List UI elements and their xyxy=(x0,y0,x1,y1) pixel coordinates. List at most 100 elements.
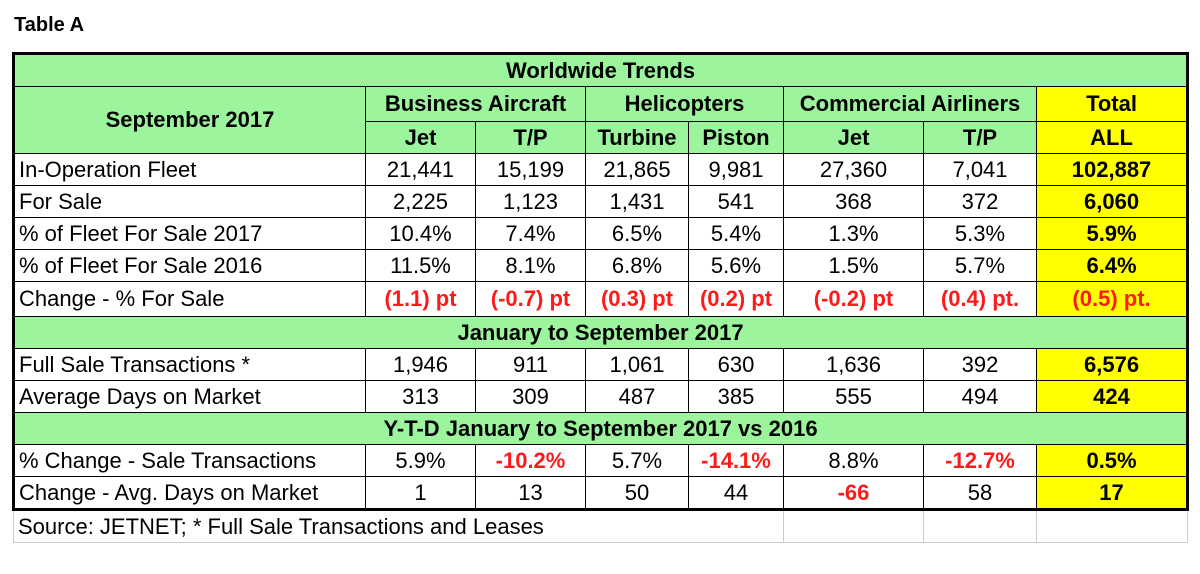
cell: 385 xyxy=(688,380,784,413)
cell: 21,865 xyxy=(585,153,689,186)
total-cell: 6,060 xyxy=(1035,185,1190,218)
cell: 1,061 xyxy=(585,348,689,381)
worldwide-trends-table: Worldwide Trends September 2017 Business… xyxy=(11,52,1190,543)
cell: 5.4% xyxy=(688,217,784,250)
cell: (1.1) pt xyxy=(365,281,476,317)
total-cell: 17 xyxy=(1035,476,1190,511)
cell: (0.2) pt xyxy=(688,281,784,317)
row-label: % Change - Sale Transactions xyxy=(12,444,366,477)
cell: 309 xyxy=(475,380,586,413)
cell: 13 xyxy=(475,476,586,511)
subheader-jet: Jet xyxy=(783,121,924,154)
empty-cell xyxy=(783,508,924,543)
section-title: January to September 2017 xyxy=(11,316,1190,349)
group-total: Total xyxy=(1035,86,1190,122)
cell: 5.9% xyxy=(365,444,476,477)
row-label: For Sale xyxy=(12,185,366,218)
subheader-tp: T/P xyxy=(923,121,1037,154)
cell: 58 xyxy=(923,476,1037,511)
cell: 368 xyxy=(783,185,924,218)
table-row: Change - Avg. Days on Market 1 13 50 44 … xyxy=(12,476,1190,511)
table-row: Change - % For Sale (1.1) pt (-0.7) pt (… xyxy=(12,281,1190,317)
cell: 6.5% xyxy=(585,217,689,250)
cell: -12.7% xyxy=(923,444,1037,477)
empty-cell xyxy=(1035,508,1189,543)
cell: 2,225 xyxy=(365,185,476,218)
cell: 5.6% xyxy=(688,249,784,282)
section-title: Y-T-D January to September 2017 vs 2016 xyxy=(11,412,1190,445)
subheader-turbine: Turbine xyxy=(585,121,689,154)
cell: 7.4% xyxy=(475,217,586,250)
group-commercial-airliners: Commercial Airliners xyxy=(783,86,1037,122)
cell: 1.5% xyxy=(783,249,924,282)
cell: 1,946 xyxy=(365,348,476,381)
cell: 541 xyxy=(688,185,784,218)
cell: 1,431 xyxy=(585,185,689,218)
total-cell: 6.4% xyxy=(1035,249,1190,282)
table-row: In-Operation Fleet 21,441 15,199 21,865 … xyxy=(12,153,1190,186)
total-cell: 0.5% xyxy=(1035,444,1190,477)
cell: 1 xyxy=(365,476,476,511)
row-label: Average Days on Market xyxy=(12,380,366,413)
cell: 7,041 xyxy=(923,153,1037,186)
cell: (-0.7) pt xyxy=(475,281,586,317)
cell: (0.4) pt. xyxy=(923,281,1037,317)
cell: 5.7% xyxy=(585,444,689,477)
cell: -10.2% xyxy=(475,444,586,477)
cell: 487 xyxy=(585,380,689,413)
subheader-piston: Piston xyxy=(688,121,784,154)
cell: (-0.2) pt xyxy=(783,281,924,317)
row-label: In-Operation Fleet xyxy=(12,153,366,186)
cell: 5.7% xyxy=(923,249,1037,282)
total-cell: 5.9% xyxy=(1035,217,1190,250)
row-label: % of Fleet For Sale 2016 xyxy=(12,249,366,282)
row-label: Full Sale Transactions * xyxy=(12,348,366,381)
cell: 8.8% xyxy=(783,444,924,477)
table-row: % of Fleet For Sale 2017 10.4% 7.4% 6.5%… xyxy=(12,217,1190,250)
cell: 494 xyxy=(923,380,1037,413)
row-label: Change - Avg. Days on Market xyxy=(12,476,366,511)
table-caption: Table A xyxy=(14,14,85,36)
table-row: % Change - Sale Transactions 5.9% -10.2%… xyxy=(12,444,1190,477)
table-row: % of Fleet For Sale 2016 11.5% 8.1% 6.8%… xyxy=(12,249,1190,282)
cell: 392 xyxy=(923,348,1037,381)
cell: 15,199 xyxy=(475,153,586,186)
table-row: Full Sale Transactions * 1,946 911 1,061… xyxy=(12,348,1190,381)
cell: 5.3% xyxy=(923,217,1037,250)
cell: 11.5% xyxy=(365,249,476,282)
cell: 1,636 xyxy=(783,348,924,381)
source-note: Source: JETNET; * Full Sale Transactions… xyxy=(13,508,784,543)
cell: 372 xyxy=(923,185,1037,218)
total-cell: 6,576 xyxy=(1035,348,1190,381)
cell: 6.8% xyxy=(585,249,689,282)
empty-cell xyxy=(923,508,1037,543)
subheader-jet: Jet xyxy=(365,121,476,154)
cell: 1,123 xyxy=(475,185,586,218)
cell: 911 xyxy=(475,348,586,381)
subheader-tp: T/P xyxy=(475,121,586,154)
row-label: % of Fleet For Sale 2017 xyxy=(12,217,366,250)
total-cell: (0.5) pt. xyxy=(1035,281,1190,317)
cell: 44 xyxy=(688,476,784,511)
cell: 50 xyxy=(585,476,689,511)
cell: 1.3% xyxy=(783,217,924,250)
group-business-aircraft: Business Aircraft xyxy=(365,86,586,122)
cell: 21,441 xyxy=(365,153,476,186)
cell: 10.4% xyxy=(365,217,476,250)
cell: 630 xyxy=(688,348,784,381)
total-cell: 424 xyxy=(1035,380,1190,413)
cell: 27,360 xyxy=(783,153,924,186)
table-title: Worldwide Trends xyxy=(11,52,1190,87)
total-cell: 102,887 xyxy=(1035,153,1190,186)
group-helicopters: Helicopters xyxy=(585,86,784,122)
cell: -14.1% xyxy=(688,444,784,477)
cell: -66 xyxy=(783,476,924,511)
cell: 8.1% xyxy=(475,249,586,282)
row-label: Change - % For Sale xyxy=(12,281,366,317)
table-row: For Sale 2,225 1,123 1,431 541 368 372 6… xyxy=(12,185,1190,218)
subheader-all: ALL xyxy=(1035,121,1190,154)
cell: 313 xyxy=(365,380,476,413)
cell: (0.3) pt xyxy=(585,281,689,317)
cell: 555 xyxy=(783,380,924,413)
table-row: Average Days on Market 313 309 487 385 5… xyxy=(12,380,1190,413)
